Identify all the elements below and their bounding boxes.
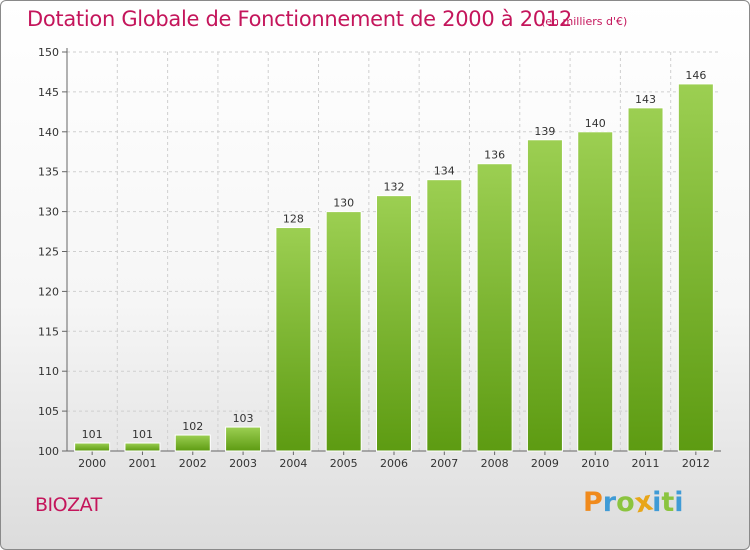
bar xyxy=(225,426,262,452)
bar xyxy=(74,442,111,452)
x-tick-label: 2005 xyxy=(330,457,358,470)
bar-value-label: 136 xyxy=(484,149,505,162)
bars xyxy=(74,83,714,452)
bar xyxy=(426,179,463,452)
logo-letter: r xyxy=(602,487,617,518)
y-tick-label: 100 xyxy=(38,445,59,458)
y-tick-label: 145 xyxy=(38,86,59,99)
x-tick-label: 2011 xyxy=(632,457,660,470)
bar xyxy=(376,195,412,452)
axes: 100 105 110 115 120 125 130 135 140 145 150 2000 200… xyxy=(38,46,721,470)
bar xyxy=(526,139,563,452)
y-tick-label: 135 xyxy=(38,166,59,179)
y-tick-label: 105 xyxy=(38,405,59,418)
x-tick-label: 2006 xyxy=(380,457,408,470)
bar xyxy=(275,227,312,452)
y-tick-label: 150 xyxy=(38,46,59,59)
labels: 101 101 102 103 128 130 132 134 136 139 140 143 146 xyxy=(82,69,707,441)
y-tick-label: 130 xyxy=(38,206,59,219)
x-tick-label: 2009 xyxy=(531,457,559,470)
bar-value-label: 139 xyxy=(534,125,555,138)
bar xyxy=(325,211,362,452)
bar xyxy=(577,131,614,452)
proxiti-logo: Proxiti xyxy=(583,486,684,520)
y-tick-label: 110 xyxy=(38,365,59,378)
y-tick-label: 125 xyxy=(38,246,59,259)
logo-letter: i xyxy=(674,487,684,518)
bar xyxy=(124,442,161,452)
bar-value-label: 134 xyxy=(434,165,455,178)
bar-value-label: 102 xyxy=(182,420,203,433)
y-tick-label: 115 xyxy=(38,325,59,338)
unit-note: (en milliers d'€) xyxy=(541,15,628,28)
bar xyxy=(476,163,513,452)
bar xyxy=(677,83,714,452)
x-tick-label: 2008 xyxy=(481,457,509,470)
y-tick-label: 140 xyxy=(38,126,59,139)
bar-value-label: 140 xyxy=(585,117,606,130)
x-tick-label: 2001 xyxy=(128,457,156,470)
x-tick-label: 2007 xyxy=(430,457,458,470)
bar-value-label: 103 xyxy=(233,412,254,425)
commune-name: BIOZAT xyxy=(35,494,102,516)
logo-letter: i xyxy=(652,487,662,518)
logo-letter: P xyxy=(583,487,603,518)
bar-value-label: 143 xyxy=(635,93,656,106)
bar-value-label: 101 xyxy=(132,428,153,441)
logo-letter: o xyxy=(616,487,635,518)
chart-title: Dotation Globale de Fonctionnement de 20… xyxy=(27,7,572,31)
logo-letter: t xyxy=(661,487,675,518)
bar xyxy=(627,107,664,452)
y-tick-label: 120 xyxy=(38,285,59,298)
x-tick-label: 2003 xyxy=(229,457,257,470)
bar-value-label: 132 xyxy=(384,181,405,194)
x-tick-label: 2004 xyxy=(279,457,307,470)
x-tick-label: 2010 xyxy=(581,457,609,470)
bar-value-label: 101 xyxy=(82,428,103,441)
bar-value-label: 130 xyxy=(333,197,354,210)
x-tick-label: 2000 xyxy=(78,457,106,470)
bar-value-label: 146 xyxy=(685,69,706,82)
bar-value-label: 128 xyxy=(283,213,304,226)
bar xyxy=(174,434,211,452)
x-tick-label: 2012 xyxy=(682,457,710,470)
x-tick-label: 2002 xyxy=(179,457,207,470)
